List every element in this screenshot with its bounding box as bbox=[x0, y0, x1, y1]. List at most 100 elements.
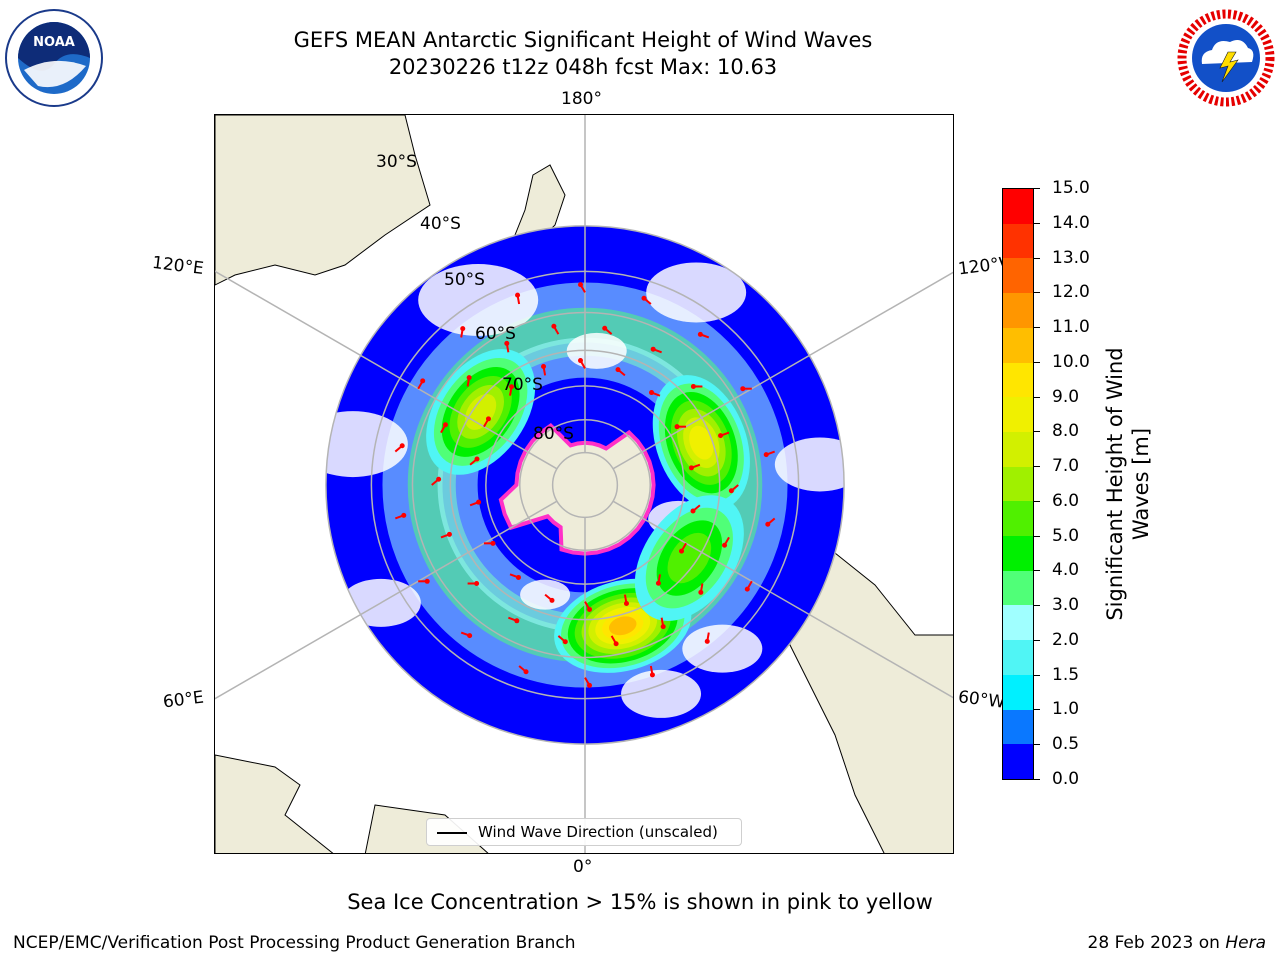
colorbar-tick-label: 9.0 bbox=[1052, 386, 1080, 407]
map-legend: Wind Wave Direction (unscaled) bbox=[426, 818, 742, 846]
meridian-line bbox=[215, 500, 558, 700]
colorbar-tick bbox=[1034, 292, 1040, 294]
colorbar-segment bbox=[1003, 188, 1033, 224]
wave-direction-arrowhead bbox=[698, 589, 704, 595]
title-line-1: GEFS MEAN Antarctic Significant Height o… bbox=[293, 28, 873, 52]
colorbar-tick bbox=[1034, 466, 1040, 468]
colorbar-segment bbox=[1003, 500, 1033, 537]
colorbar-tick-label: 12.0 bbox=[1052, 282, 1090, 303]
wave-direction-arrowhead bbox=[728, 488, 734, 494]
colorbar-segment bbox=[1003, 292, 1033, 328]
meridian-line bbox=[612, 500, 953, 699]
wave-direction-arrowhead bbox=[578, 282, 583, 288]
wave-direction-arrowhead bbox=[641, 295, 647, 301]
wave-direction-arrowhead bbox=[587, 606, 592, 612]
wave-direction-arrowhead bbox=[490, 540, 496, 546]
wave-hotspot bbox=[608, 616, 637, 636]
wave-direction-arrowhead bbox=[679, 548, 685, 554]
wave-direction-arrowhead bbox=[420, 378, 426, 384]
date-text: 28 Feb 2023 on bbox=[1087, 933, 1226, 953]
title-line-2: 20230226 t12z 048h fcst Max: 10.63 bbox=[388, 55, 778, 79]
date-footer: 28 Feb 2023 on Hera bbox=[1088, 933, 1266, 953]
wave-direction-arrowhead bbox=[578, 358, 583, 364]
wave-direction-arrowhead bbox=[649, 390, 655, 396]
wave-direction-arrowhead bbox=[704, 638, 710, 644]
wave-direction-arrowhead bbox=[446, 531, 452, 537]
wave-direction-arrowhead bbox=[718, 433, 724, 439]
colorbar-segment bbox=[1003, 466, 1033, 502]
lat-label-40s: 40°S bbox=[420, 214, 461, 234]
colorbar-segment bbox=[1003, 327, 1033, 363]
colorbar-tick bbox=[1034, 605, 1040, 607]
colorbar-tick bbox=[1034, 188, 1040, 189]
wave-direction-arrowhead bbox=[399, 443, 405, 449]
colorbar-tick-label: 1.0 bbox=[1052, 699, 1080, 720]
colorbar-tick bbox=[1034, 674, 1040, 676]
colorbar bbox=[1002, 188, 1034, 780]
wave-direction-arrowhead bbox=[436, 476, 442, 482]
colorbar-tick bbox=[1034, 500, 1040, 502]
colorbar-tick bbox=[1034, 222, 1040, 224]
wave-direction-arrowhead bbox=[765, 521, 771, 527]
wave-direction-arrowhead bbox=[515, 574, 521, 580]
lon-label-lower-left: 60°E bbox=[161, 687, 205, 713]
noaa-logo-icon: NOAA bbox=[5, 9, 103, 107]
colorbar-tick bbox=[1034, 396, 1040, 398]
colorbar-tick bbox=[1034, 257, 1040, 259]
wave-direction-arrowhead bbox=[460, 326, 466, 332]
wave-direction-arrowhead bbox=[587, 682, 592, 688]
wave-direction-arrowhead bbox=[660, 624, 666, 630]
outer-grid-circle bbox=[325, 225, 845, 745]
wave-hotspot bbox=[689, 425, 714, 460]
no-data-patch bbox=[621, 669, 702, 718]
colorbar-segment bbox=[1003, 396, 1033, 432]
wave-direction-arrowhead bbox=[650, 346, 656, 352]
meridian-line bbox=[612, 271, 953, 470]
wave-direction-arrowhead bbox=[763, 452, 769, 458]
colorbar-tick bbox=[1034, 535, 1040, 537]
wave-direction-arrowhead bbox=[509, 384, 515, 390]
colorbar-segment bbox=[1003, 709, 1033, 745]
colorbar-tick-label: 0.0 bbox=[1052, 769, 1080, 789]
lat-label-70s: 70°S bbox=[502, 375, 543, 395]
wave-direction-arrowhead bbox=[515, 292, 521, 298]
wave-direction-arrowhead bbox=[401, 512, 407, 518]
legend-label: Wind Wave Direction (unscaled) bbox=[478, 823, 718, 841]
wave-hotspot bbox=[667, 532, 712, 584]
wave-direction-arrowhead bbox=[474, 581, 480, 587]
polar-map bbox=[215, 115, 953, 853]
colorbar-segment bbox=[1003, 362, 1033, 398]
colorbar-tick bbox=[1034, 570, 1040, 572]
wave-direction-arrowhead bbox=[688, 465, 694, 471]
lat-label-60s: 60°S bbox=[475, 324, 516, 344]
colorbar-tick-label: 10.0 bbox=[1052, 351, 1090, 372]
wave-direction-arrowhead bbox=[514, 618, 520, 624]
colorbar-tick-label: 3.0 bbox=[1052, 595, 1080, 616]
wave-direction-arrowhead bbox=[655, 580, 661, 586]
lat-label-30s: 30°S bbox=[376, 152, 417, 172]
colorbar-tick-label: 4.0 bbox=[1052, 560, 1080, 581]
wave-direction-arrowhead bbox=[613, 641, 619, 647]
lon-label-upper-left: 120°E bbox=[150, 252, 205, 280]
africa-landmass bbox=[215, 754, 334, 853]
wave-direction-arrowhead bbox=[551, 323, 557, 329]
sea-ice-note: Sea Ice Concentration > 15% is shown in … bbox=[347, 890, 933, 914]
wave-direction-arrowhead bbox=[424, 578, 430, 584]
host-text: Hera bbox=[1225, 933, 1266, 953]
branch-footer: NCEP/EMC/Verification Post Processing Pr… bbox=[13, 933, 576, 953]
wave-direction-arrowhead bbox=[697, 331, 703, 337]
south-america-landmass bbox=[774, 544, 953, 853]
legend-line-icon bbox=[437, 832, 467, 834]
wave-direction-arrowhead bbox=[504, 340, 510, 346]
wave-direction-arrowhead bbox=[674, 424, 680, 430]
lon-label-bottom: 0° bbox=[573, 857, 593, 877]
wave-direction-arrowhead bbox=[623, 600, 629, 606]
noaa-logo-text: NOAA bbox=[33, 35, 75, 50]
colorbar-segment bbox=[1003, 223, 1033, 259]
colorbar-tick-label: 6.0 bbox=[1052, 490, 1080, 511]
colorbar-segment bbox=[1003, 431, 1033, 467]
lon-label-lower-right: 60°W bbox=[956, 687, 1006, 713]
wave-direction-arrowhead bbox=[602, 325, 608, 331]
lon-label-top: 180° bbox=[561, 89, 602, 109]
colorbar-tick-label: 14.0 bbox=[1052, 212, 1090, 233]
